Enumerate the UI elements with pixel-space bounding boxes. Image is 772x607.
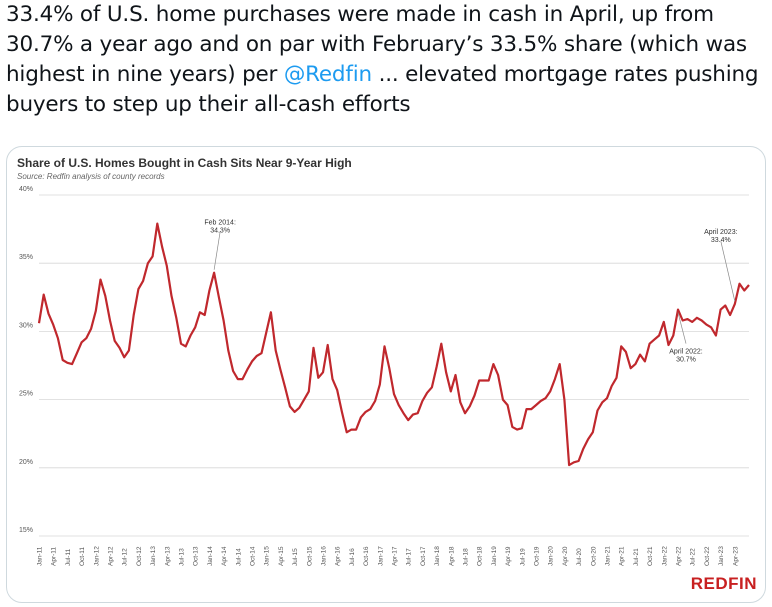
x-tick-label: Apr-13 — [164, 546, 171, 566]
y-tick-label: 30% — [19, 322, 33, 329]
x-tick-label: Oct-16 — [363, 546, 370, 566]
annotation-label: Feb 2014: — [204, 220, 236, 227]
x-tick-label: Apr-23 — [732, 546, 739, 566]
chart-image-card[interactable]: Share of U.S. Homes Bought in Cash Sits … — [6, 146, 766, 603]
x-tick-label: Jan-22 — [661, 546, 668, 566]
x-tick-label: Apr-20 — [562, 546, 569, 566]
x-tick-label: Jan-19 — [491, 546, 498, 566]
x-tick-label: Oct-20 — [590, 546, 597, 566]
x-tick-label: Jan-23 — [718, 546, 725, 566]
chart-title: Share of U.S. Homes Bought in Cash Sits … — [17, 156, 352, 170]
annotation-value: 34.3% — [210, 228, 230, 235]
x-tick-label: Jan-21 — [605, 546, 612, 566]
tweet-text: 33.4% of U.S. home purchases were made i… — [6, 0, 766, 120]
annotation-leader — [213, 231, 221, 270]
series-line — [37, 222, 750, 467]
x-tick-label: Apr-21 — [619, 546, 626, 566]
tweet-text-part: ... elevated mortgage rates pushing buye… — [6, 62, 759, 117]
x-tick-label: Oct-11 — [79, 547, 86, 566]
y-tick-label: 20% — [19, 459, 33, 466]
x-tick-label: Jul-19 — [519, 548, 526, 566]
redfin-logo: REDFIN — [690, 574, 757, 593]
x-tick-label: Apr-19 — [505, 546, 512, 566]
x-tick-label: Oct-15 — [306, 546, 313, 566]
annotation-value: 33.4% — [711, 237, 731, 244]
x-tick-label: Jul-14 — [235, 548, 242, 566]
x-tick-label: Jan-17 — [377, 546, 384, 566]
x-tick-label: Jan-18 — [434, 546, 441, 566]
x-tick-label: Jul-12 — [122, 548, 129, 566]
x-tick-label: Apr-17 — [392, 546, 399, 566]
annotation-label: April 2022: — [669, 349, 703, 356]
y-tick-label: 15% — [19, 527, 33, 534]
x-tick-label: Oct-21 — [647, 546, 654, 566]
x-tick-label: Apr-11 — [51, 547, 58, 566]
x-tick-label: Apr-16 — [335, 546, 342, 566]
x-tick-label: Oct-14 — [250, 546, 257, 566]
x-tick-label: Jul-15 — [292, 548, 299, 566]
x-tick-label: Apr-15 — [278, 546, 285, 566]
x-tick-label: Jul-16 — [349, 548, 356, 566]
x-tick-label: Apr-14 — [221, 546, 228, 566]
annotation-value: 30.7% — [676, 357, 696, 364]
x-tick-label: Apr-18 — [448, 546, 455, 566]
annotation-label: April 2023: — [704, 229, 738, 236]
annotation-leader — [720, 241, 736, 302]
x-tick-label: Oct-17 — [420, 546, 427, 566]
x-tick-label: Jul-17 — [406, 548, 413, 566]
x-tick-label: Apr-22 — [676, 546, 683, 566]
x-tick-label: Jul-21 — [633, 548, 640, 566]
x-tick-label: Jan-12 — [93, 546, 100, 566]
x-tick-label: Jan-11 — [37, 546, 44, 566]
x-tick-label: Oct-13 — [193, 546, 200, 566]
x-tick-label: Oct-12 — [136, 546, 143, 566]
x-tick-label: Jan-15 — [264, 546, 271, 566]
x-tick-label: Apr-12 — [108, 546, 115, 566]
x-tick-label: Oct-19 — [534, 546, 541, 566]
y-tick-label: 25% — [19, 391, 33, 398]
chart-subtitle: Source: Redfin analysis of county record… — [17, 172, 165, 181]
x-tick-label: Jul-11 — [65, 548, 72, 566]
redfin-mention-link[interactable]: @Redfin — [283, 62, 372, 87]
x-tick-label: Jul-13 — [179, 548, 186, 566]
x-tick-label: Oct-22 — [704, 546, 711, 566]
x-tick-label: Jul-18 — [463, 548, 470, 566]
y-tick-label: 35% — [19, 254, 33, 261]
x-tick-label: Jan-20 — [548, 546, 555, 566]
annotation-leader — [677, 312, 687, 344]
tweet-text-part: 33.4% of U.S. home purchases were made i… — [6, 2, 747, 87]
x-tick-label: Jan-16 — [321, 546, 328, 566]
x-tick-label: Jan-14 — [207, 546, 214, 566]
y-tick-label: 40% — [19, 186, 33, 193]
x-tick-label: Jul-22 — [690, 548, 697, 566]
cash-share-line-chart: 15% 20% 25% 30% 35% 40% Jan-11 Apr-11 Jul-11 Oct-… — [19, 186, 750, 566]
x-tick-label: Jan-13 — [150, 546, 157, 566]
x-tick-label: Jul-20 — [576, 548, 583, 566]
x-tick-label: Oct-18 — [477, 546, 484, 566]
